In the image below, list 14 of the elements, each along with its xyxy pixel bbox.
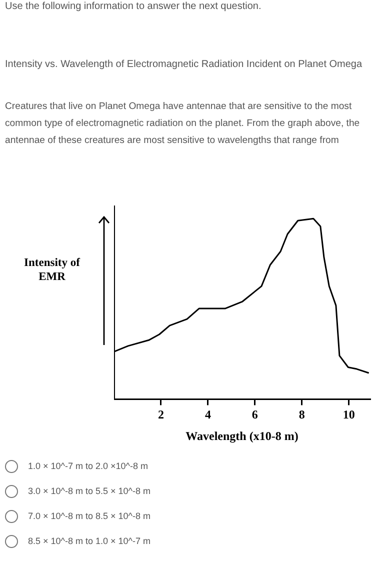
- text: 8.5 × 10^-8 m to 1.0 × 10^-7 m: [28, 536, 151, 546]
- x-tick-label: 4: [204, 407, 211, 422]
- text: Use the following information to answer the next question.: [5, 1, 262, 12]
- x-tick-label: 8: [298, 407, 305, 422]
- x-tick-label: 10: [342, 407, 355, 422]
- text: 1.0 × 10^-7 m to 2.0 ×10^-8 m: [28, 461, 148, 471]
- y-axis-title: Intensity of EMR: [23, 256, 81, 284]
- text: Creatures that live on Planet Omega have antennae that are sensitive to the most common type of electromagnetic radiation on the planet. From the graph above, the antennae of these creatures are most sensitive to wavelengths that range from: [5, 100, 361, 148]
- x-tick-label: 6: [252, 407, 258, 422]
- x-tick-label: 2: [158, 407, 164, 422]
- chart-title: Intensity vs. Wavelength of Electromagnetic Radiation Incident on Planet Omega: [5, 58, 364, 72]
- text: 3.0 × 10^-8 m to 5.5 × 10^-8 m: [28, 486, 151, 496]
- text: 7.0 × 10^-8 m to 8.5 × 10^-8 m: [28, 511, 151, 521]
- x-axis-title: Wavelength (x10-8 m): [186, 428, 298, 443]
